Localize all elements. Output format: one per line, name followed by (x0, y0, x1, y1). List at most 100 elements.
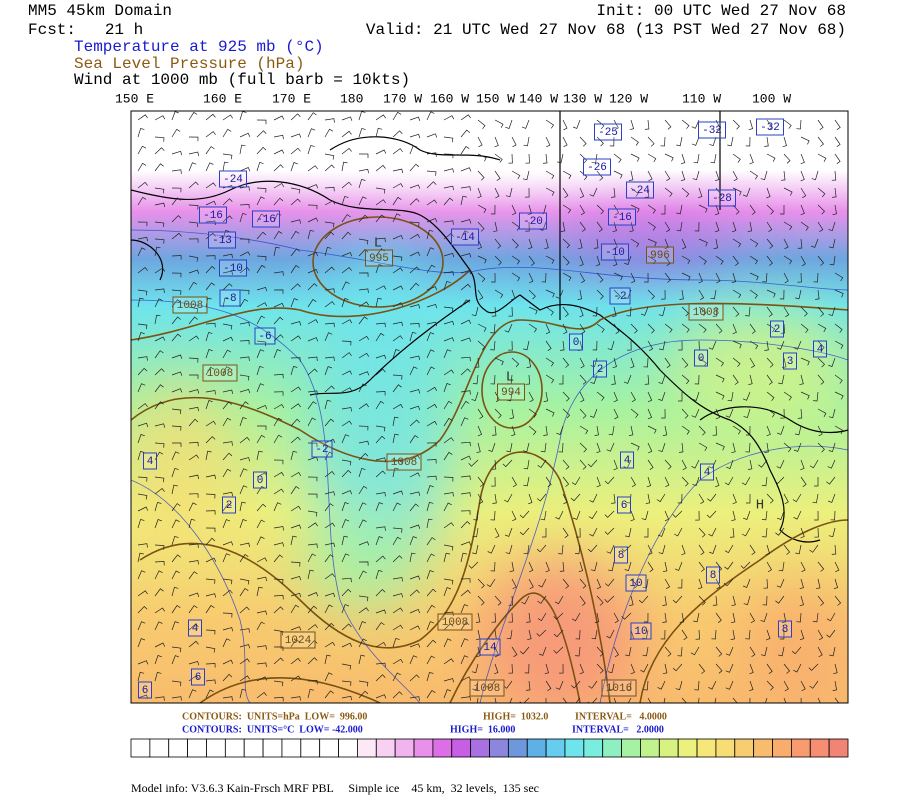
wind-barb (290, 626, 302, 631)
temperature-label-box (188, 619, 202, 637)
temperature-label-box (783, 352, 797, 370)
wind-barb (239, 485, 248, 495)
wind-barb (544, 238, 549, 250)
pressure-label-box (688, 303, 724, 321)
wind-barb (205, 679, 216, 684)
wind-barb (698, 527, 706, 538)
wind-barb (205, 162, 214, 172)
wind-barb (613, 119, 619, 131)
wind-barb (290, 418, 301, 427)
wind-barb (375, 425, 386, 432)
wind-barb (154, 314, 161, 325)
wind-barb (239, 457, 251, 462)
wind-barb (783, 306, 790, 318)
wind-barb (657, 527, 666, 537)
wind-barb (511, 272, 521, 282)
wind-barb (222, 417, 232, 427)
wind-barb (375, 435, 386, 444)
wind-barb (443, 306, 454, 313)
wind-barb (556, 425, 564, 435)
color-bar-cell (319, 738, 339, 758)
wind-barb (171, 187, 182, 193)
wind-barb (290, 486, 300, 495)
wind-barb (762, 527, 768, 538)
wind-barb (766, 255, 773, 266)
wind-barb (256, 434, 266, 444)
wind-barb (766, 391, 775, 402)
color-bar-cell (489, 738, 509, 758)
wind-barb (273, 526, 284, 531)
wind-barb (273, 488, 284, 495)
wind-barb (494, 527, 500, 539)
wind-barb (732, 170, 738, 182)
wind-barb (222, 659, 234, 665)
temperature-label: 8 (618, 550, 625, 562)
wind-barb (713, 238, 719, 249)
wind-barb (647, 544, 653, 556)
wind-barb (486, 680, 496, 689)
wind-barb (239, 289, 250, 295)
pressure-label: 1016 (606, 683, 632, 695)
wind-barb (817, 697, 821, 703)
wind-barb (732, 119, 740, 130)
wind-barb (154, 588, 164, 597)
wind-barb (273, 316, 284, 325)
wind-barb (307, 543, 318, 548)
temperature-label-box (199, 206, 227, 224)
wind-barb (630, 357, 635, 369)
wind-barb (341, 663, 352, 670)
wind-barb (256, 645, 267, 650)
wind-barb (375, 187, 386, 194)
wind-barb (677, 493, 683, 504)
wind-barb (307, 144, 315, 155)
pressure-label-box (437, 613, 473, 631)
wind-barb (460, 521, 471, 529)
wind-barb (817, 136, 824, 147)
wind-barb (579, 357, 585, 369)
wind-barb (817, 340, 825, 351)
wind-barb (409, 655, 418, 665)
wind-barb (426, 671, 434, 682)
wind-barb (409, 524, 421, 529)
temperature-label-box (620, 451, 634, 469)
wind-barb (137, 145, 147, 155)
wind-barb (679, 289, 684, 300)
wind-barb (746, 494, 751, 504)
wind-barb (239, 658, 250, 665)
wind-barb (644, 374, 650, 385)
wind-barb (392, 607, 403, 614)
wind-barb (477, 493, 484, 505)
wind-barb (290, 639, 300, 648)
wind-barb (256, 576, 267, 582)
longitude-labels: 150 E 160 E 170 E 180 170 W 160 W 150 W 140 W 13… (115, 91, 791, 106)
temperature-label: -32 (760, 122, 780, 134)
wind-barb (290, 198, 301, 206)
wind-barb (154, 221, 165, 228)
wind-barb (273, 542, 285, 547)
wind-barb (154, 544, 165, 550)
wind-barb (392, 433, 399, 444)
wind-barb (137, 114, 148, 121)
wind-barb (137, 236, 148, 242)
wind-barb (491, 612, 496, 623)
wind-barb (341, 577, 352, 583)
wind-barb (307, 476, 318, 482)
wind-barb (525, 187, 530, 198)
wind-barb (472, 544, 479, 555)
wind-barb (443, 578, 454, 585)
wind-barb (154, 350, 164, 359)
wind-barb (833, 578, 839, 590)
wind-barb (627, 340, 632, 351)
wind-barb (732, 306, 740, 317)
wind-barb (460, 299, 470, 308)
wind-barb (562, 697, 568, 703)
wind-barb (392, 502, 401, 512)
wind-barb (711, 629, 717, 640)
temperature-label-box (698, 121, 726, 139)
wind-barb (698, 425, 706, 436)
wind-barb (171, 425, 182, 431)
wind-barb (324, 672, 333, 682)
wind-barb (525, 221, 530, 232)
wind-barb (545, 323, 551, 335)
wind-barb (375, 457, 387, 462)
